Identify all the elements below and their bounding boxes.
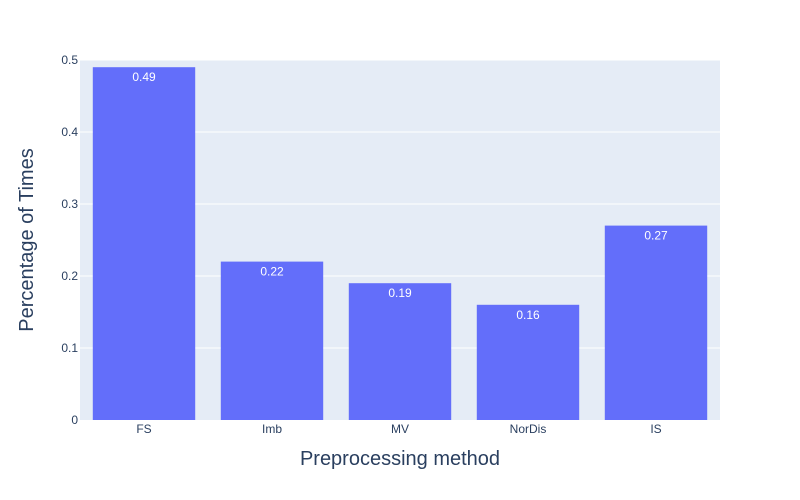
y-tick-label: 0.4 xyxy=(61,125,78,139)
y-tick-label: 0.2 xyxy=(61,269,78,283)
y-tick-label: 0.1 xyxy=(61,341,78,355)
bar-value-label: 0.27 xyxy=(644,229,668,243)
bar-is[interactable] xyxy=(604,225,708,420)
x-tick-label: NorDis xyxy=(510,422,547,436)
bar-value-label: 0.22 xyxy=(260,265,284,279)
bar-data-labels: 0.49 0.22 0.19 0.16 0.27 xyxy=(132,70,668,322)
bar-value-label: 0.19 xyxy=(388,286,412,300)
bar-value-label: 0.49 xyxy=(132,70,156,84)
y-tick-label: 0.5 xyxy=(61,53,78,67)
x-tick-label: FS xyxy=(136,422,151,436)
bar-nordis[interactable] xyxy=(476,304,580,420)
y-axis-ticks: 0 0.1 0.2 0.3 0.4 0.5 xyxy=(61,53,78,427)
x-tick-label: MV xyxy=(391,422,409,436)
bar-imb[interactable] xyxy=(220,261,324,420)
x-tick-label: IS xyxy=(650,422,661,436)
y-tick-label: 0 xyxy=(71,413,78,427)
bar-value-label: 0.16 xyxy=(516,308,540,322)
bar-fs[interactable] xyxy=(92,67,196,420)
x-axis-ticks: FS Imb MV NorDis IS xyxy=(136,422,661,436)
y-axis-title: Percentage of Times xyxy=(16,148,38,331)
y-tick-label: 0.3 xyxy=(61,197,78,211)
bars xyxy=(92,67,708,420)
x-tick-label: Imb xyxy=(262,422,282,436)
bar-mv[interactable] xyxy=(348,283,452,420)
x-axis-title: Preprocessing method xyxy=(300,448,500,470)
